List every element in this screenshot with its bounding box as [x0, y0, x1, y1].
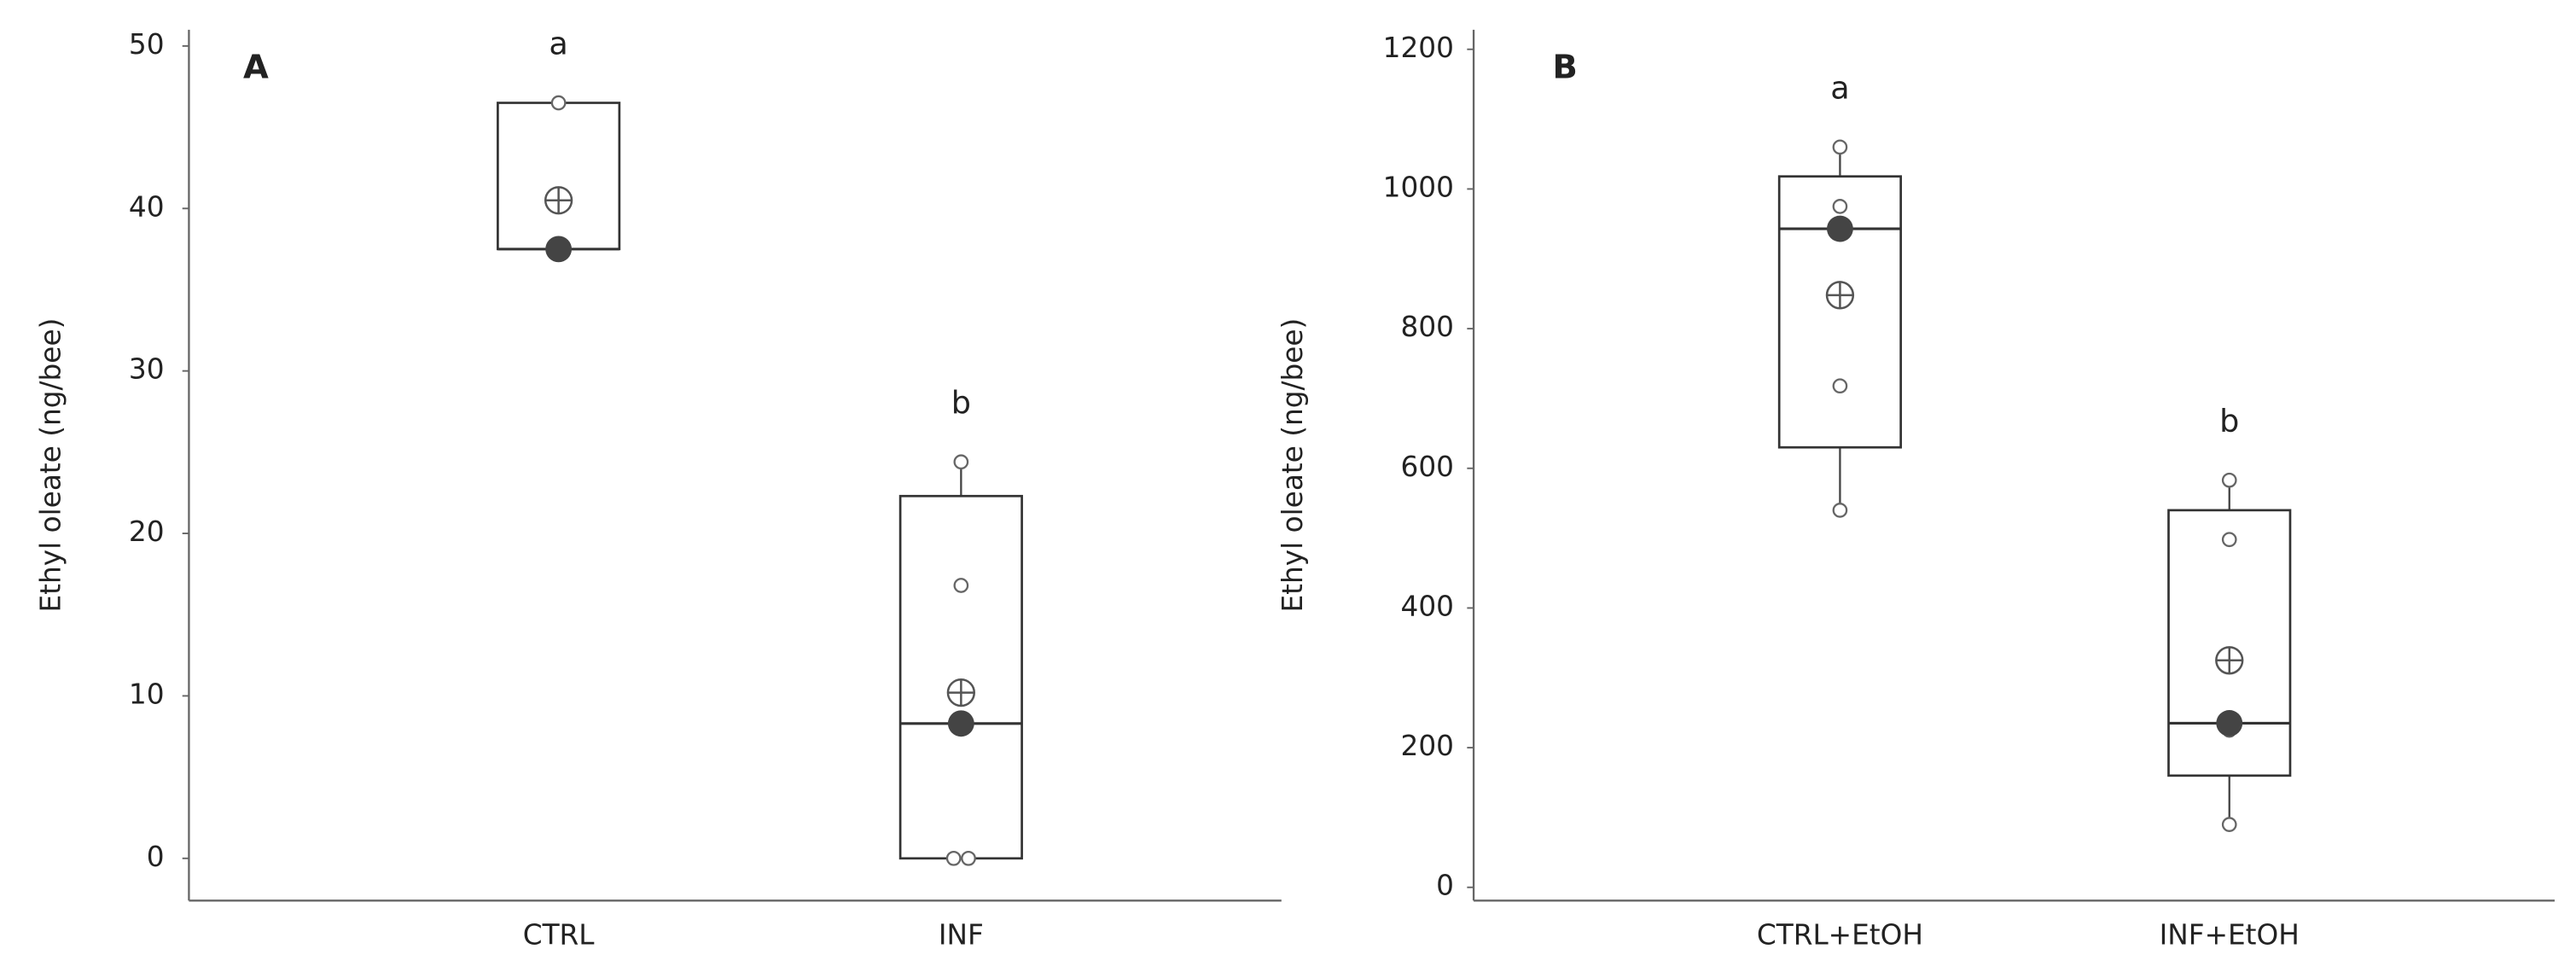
y-tick-label: 0	[147, 841, 165, 873]
median-dot	[545, 236, 573, 263]
median-dot	[947, 710, 974, 737]
y-tick-label: 30	[129, 353, 165, 386]
data-point	[945, 850, 962, 866]
data-point	[961, 850, 976, 866]
data-point	[953, 578, 969, 593]
mean-marker	[1825, 281, 1855, 310]
group-letter: a	[1830, 69, 1849, 106]
y-axis-label: Ethyl oleate (ng/bee)	[1276, 318, 1309, 613]
group-letter: b	[951, 384, 971, 421]
y-tick-label: 400	[1401, 590, 1454, 622]
box	[1777, 175, 1903, 449]
x-tick-label: CTRL	[523, 919, 596, 952]
mean-marker	[544, 186, 573, 215]
group-letter: b	[2219, 403, 2239, 440]
box	[898, 494, 1023, 860]
y-tick-label: 800	[1401, 311, 1454, 343]
y-tick-label: 0	[1436, 870, 1454, 902]
box	[2167, 509, 2292, 777]
mean-marker	[946, 678, 976, 707]
y-tick-label: 200	[1401, 730, 1454, 762]
y-tick-label: 20	[129, 515, 165, 548]
y-tick-label: 40	[129, 190, 165, 223]
data-point	[1832, 503, 1848, 518]
median-dot	[2216, 710, 2243, 736]
y-tick-label: 10	[129, 678, 165, 710]
box	[497, 102, 621, 251]
y-tick-label: 50	[129, 28, 165, 61]
data-point	[2221, 817, 2237, 832]
group-letter: a	[549, 26, 567, 62]
y-tick-label: 600	[1401, 451, 1454, 483]
panel-label: B	[1552, 49, 1577, 87]
y-tick-label: 1200	[1383, 32, 1454, 64]
data-point	[2221, 532, 2237, 548]
x-tick-label: CTRL+EtOH	[1757, 919, 1923, 952]
x-tick-label: INF+EtOH	[2160, 919, 2300, 952]
data-point	[953, 454, 969, 470]
data-point	[1832, 199, 1848, 214]
data-point	[2221, 472, 2237, 488]
y-tick-label: 1000	[1383, 171, 1454, 203]
panel-label: A	[243, 49, 269, 87]
data-point	[550, 95, 567, 111]
mean-marker	[2215, 646, 2244, 675]
data-point	[1832, 378, 1848, 394]
median-dot	[1827, 215, 1853, 242]
data-point	[1832, 139, 1848, 155]
x-tick-label: INF	[939, 919, 984, 952]
y-axis-label: Ethyl oleate (ng/bee)	[35, 318, 67, 613]
